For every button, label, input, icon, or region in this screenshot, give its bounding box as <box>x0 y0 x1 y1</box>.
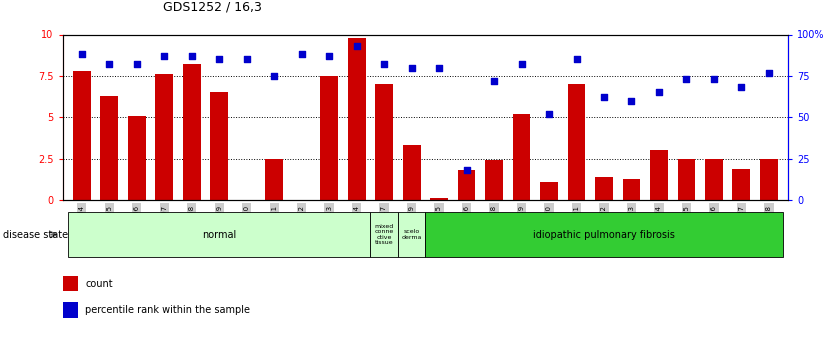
Bar <box>513 114 530 200</box>
Point <box>268 73 281 79</box>
Bar <box>100 96 118 200</box>
Bar <box>63 303 78 318</box>
Bar <box>68 212 370 257</box>
Point <box>240 57 254 62</box>
Bar <box>155 74 173 200</box>
Bar <box>375 84 393 200</box>
Bar <box>348 38 365 200</box>
Point <box>75 52 88 57</box>
Bar <box>760 159 778 200</box>
Text: normal: normal <box>202 230 236 239</box>
Bar <box>425 212 782 257</box>
Bar <box>73 71 91 200</box>
Bar <box>265 159 283 200</box>
Point <box>432 65 445 70</box>
Point <box>213 57 226 62</box>
Text: disease state: disease state <box>3 230 68 239</box>
Point <box>652 90 666 95</box>
Point <box>460 168 473 173</box>
Point <box>625 98 638 104</box>
Bar <box>622 179 641 200</box>
Point <box>515 61 528 67</box>
Point <box>185 53 198 59</box>
Bar <box>398 212 425 257</box>
Bar <box>732 169 751 200</box>
Text: count: count <box>85 279 113 289</box>
Point <box>680 77 693 82</box>
Bar <box>650 150 668 200</box>
Point <box>350 43 364 49</box>
Bar <box>370 212 398 257</box>
Bar <box>595 177 613 200</box>
Point <box>570 57 583 62</box>
Point <box>158 53 171 59</box>
Point <box>378 61 391 67</box>
Point <box>130 61 143 67</box>
Bar <box>540 182 558 200</box>
Point <box>762 70 776 75</box>
Bar <box>320 76 338 200</box>
Text: GDS1252 / 16,3: GDS1252 / 16,3 <box>163 1 262 14</box>
Point <box>597 95 610 100</box>
Point <box>542 111 555 117</box>
Bar <box>568 84 585 200</box>
Bar <box>128 116 146 200</box>
Bar <box>430 198 448 200</box>
Point <box>487 78 500 83</box>
Point <box>323 53 336 59</box>
Bar <box>63 276 78 292</box>
Text: percentile rank within the sample: percentile rank within the sample <box>85 305 250 315</box>
Text: scelo
derma: scelo derma <box>401 229 422 240</box>
Point <box>735 85 748 90</box>
Point <box>295 52 309 57</box>
Bar <box>183 64 201 200</box>
Point <box>405 65 419 70</box>
Bar <box>677 159 696 200</box>
Bar <box>210 92 229 200</box>
Text: idiopathic pulmonary fibrosis: idiopathic pulmonary fibrosis <box>533 230 675 239</box>
Bar <box>458 170 475 200</box>
Bar <box>705 159 723 200</box>
Point <box>707 77 721 82</box>
Bar <box>403 146 420 200</box>
Text: mixed
conne
ctive
tissue: mixed conne ctive tissue <box>374 224 394 245</box>
Bar <box>485 160 503 200</box>
Point <box>103 61 116 67</box>
